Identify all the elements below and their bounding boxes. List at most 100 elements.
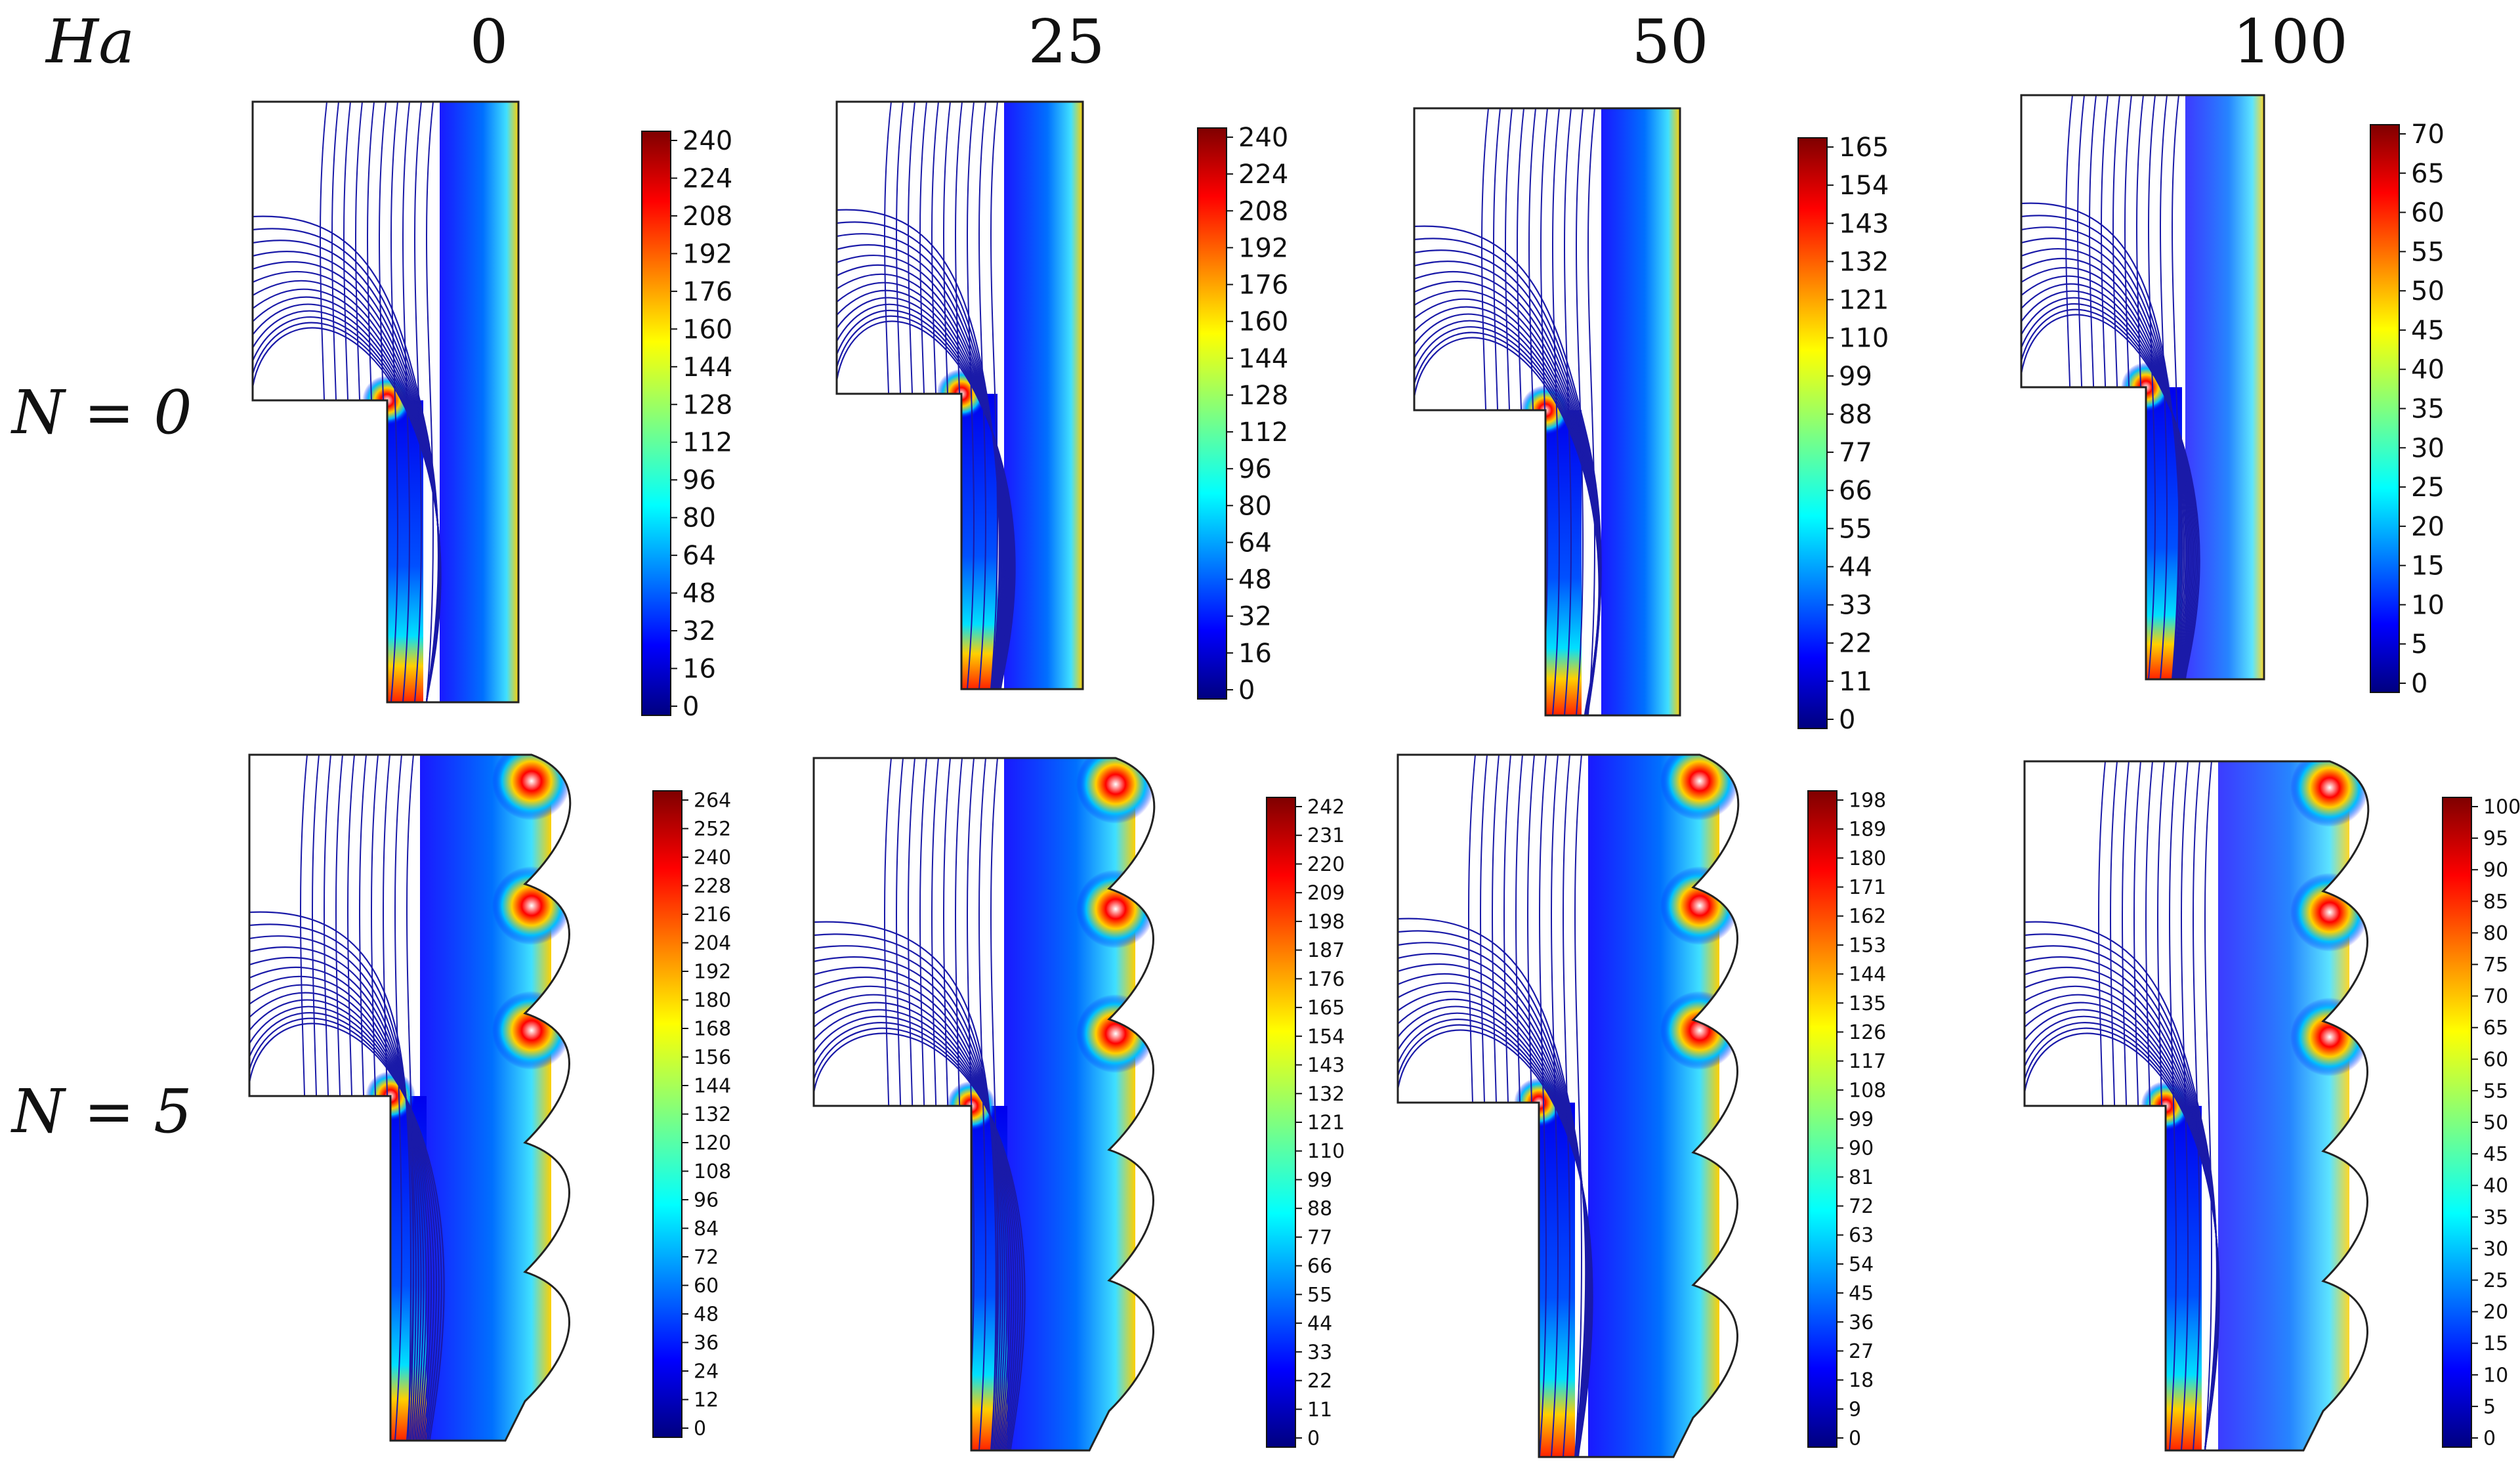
row-header-n-0: N = 0 <box>12 377 192 448</box>
contour-line <box>394 755 402 1441</box>
colorbar-tick-label: 88 <box>1839 400 1872 430</box>
contour-line <box>2021 202 2181 679</box>
colorbar-tick-label: 12 <box>694 1389 719 1412</box>
colorbar-tick-label: 90 <box>2483 859 2508 882</box>
colorbar-tick-label: 55 <box>1839 514 1872 544</box>
colorbar-tick-label: 15 <box>2411 551 2445 581</box>
contour-line <box>896 758 904 1450</box>
contour-line <box>347 755 355 1441</box>
colorbar-tick-label: 50 <box>2483 1112 2508 1135</box>
contour-line <box>2169 761 2177 1450</box>
contour-line <box>367 102 375 702</box>
colorbar-tick-label: 132 <box>694 1103 731 1126</box>
contour-line <box>426 102 434 702</box>
colorbar-tick-label: 35 <box>2411 394 2445 425</box>
contour-line <box>383 755 390 1441</box>
colorbar-tick-label: 192 <box>1238 233 1288 263</box>
ha-axis-label: Ha <box>46 7 135 77</box>
contour-line <box>1587 108 1595 715</box>
colorbar-tick-label: 72 <box>694 1246 719 1269</box>
contour-line <box>978 102 986 689</box>
wave-hotspot <box>2290 761 2368 827</box>
colorbar-tick-label: 168 <box>694 1018 731 1041</box>
domain-outline <box>248 753 572 1442</box>
colorbar-tick-label: 45 <box>1849 1282 1874 1305</box>
colorbar-tick-label: 70 <box>2483 985 2508 1008</box>
domain-outline <box>1413 107 1681 717</box>
colorbar-tick-label: 128 <box>1238 381 1288 411</box>
contour-line <box>990 102 998 689</box>
contour-line <box>1492 755 1500 1457</box>
colorbar: 2642522402282162041921801681561441321201… <box>652 790 731 1441</box>
colorbar-tick-label: 63 <box>1849 1224 1874 1247</box>
contour-line <box>1517 108 1524 715</box>
colorbar-tick-label: 156 <box>694 1046 731 1069</box>
colorbar-gradient <box>1197 127 1227 700</box>
contour-line <box>884 102 892 689</box>
contour-line <box>1481 108 1489 715</box>
colorbar-tick-label: 154 <box>1307 1025 1345 1048</box>
contour-line <box>300 755 308 1441</box>
colorbar-tick-label: 15 <box>2483 1332 2508 1355</box>
contour-line <box>2148 95 2156 679</box>
colorbar-tick-label: 198 <box>1849 790 1886 813</box>
hot-wall-band <box>2218 761 2349 1450</box>
contour-panel <box>835 100 1084 690</box>
colorbar-tick-label: 96 <box>1238 454 1272 484</box>
colorbar-tick-label: 40 <box>2411 355 2445 385</box>
colorbar-tick-label: 20 <box>2483 1301 2508 1324</box>
contour-line <box>1503 755 1511 1457</box>
colorbar-tick-label: 117 <box>1849 1050 1886 1073</box>
contour-line <box>331 102 339 702</box>
contour-line <box>908 758 915 1450</box>
colorbar-tick-label: 176 <box>1307 968 1345 991</box>
contour-line <box>943 102 951 689</box>
wave-hotspot <box>1660 991 1738 1070</box>
colorbar-tick-label: 55 <box>2483 1080 2508 1103</box>
contour-line <box>2181 761 2189 1450</box>
contour-line <box>2025 921 2218 1450</box>
colorbar-tick-label: 132 <box>1839 247 1889 277</box>
contour-panel <box>1413 107 1681 717</box>
colorbar-tick-label: 0 <box>1849 1427 1861 1450</box>
contour-line <box>967 758 975 1450</box>
colorbar: 1009590858075706560555045403530252015105… <box>2442 796 2520 1450</box>
colorbar-tick-label: 240 <box>682 126 732 156</box>
colorbar-tick-label: 32 <box>682 616 716 646</box>
colorbar-tick-label: 66 <box>1839 476 1872 506</box>
colorbar-tick-label: 80 <box>2483 922 2508 945</box>
colorbar-tick-label: 84 <box>694 1217 719 1240</box>
colorbar-tick-label: 160 <box>1238 307 1288 337</box>
contour-line <box>414 102 422 702</box>
wave-hotspot <box>1660 866 1738 945</box>
contour-line <box>1574 755 1582 1457</box>
wave-hotspot <box>492 991 570 1070</box>
colorbar-tick-label: 220 <box>1307 853 1345 876</box>
colorbar-tick-label: 110 <box>1839 324 1889 354</box>
colorbar-tick-label: 35 <box>2483 1206 2508 1229</box>
colorbar-gradient <box>2370 124 2400 693</box>
colorbar-tick-label: 85 <box>2483 891 2508 914</box>
domain-outline <box>251 100 520 704</box>
colorbar-tick-label: 11 <box>1839 667 1872 697</box>
colorbar-tick-label: 231 <box>1307 824 1345 847</box>
contour-line <box>1576 108 1584 715</box>
column-header-ha-0: 0 <box>469 7 509 77</box>
colorbar-tick-label: 153 <box>1849 934 1886 957</box>
colorbar-tick-label: 99 <box>1307 1169 1332 1192</box>
contour-panel <box>248 753 572 1442</box>
contour-line <box>324 755 331 1441</box>
colorbar-tick-label: 20 <box>2411 512 2445 542</box>
colorbar-tick-label: 108 <box>1849 1079 1886 1102</box>
colorbar-tick-label: 72 <box>1849 1195 1874 1218</box>
contour-line <box>919 758 927 1450</box>
colorbar-tick-label: 24 <box>694 1361 719 1383</box>
colorbar-tick-label: 80 <box>1238 491 1272 521</box>
colorbar-tick-label: 60 <box>2483 1048 2508 1071</box>
colorbar-tick-label: 66 <box>1307 1255 1332 1278</box>
colorbar-tick-label: 128 <box>682 390 732 420</box>
